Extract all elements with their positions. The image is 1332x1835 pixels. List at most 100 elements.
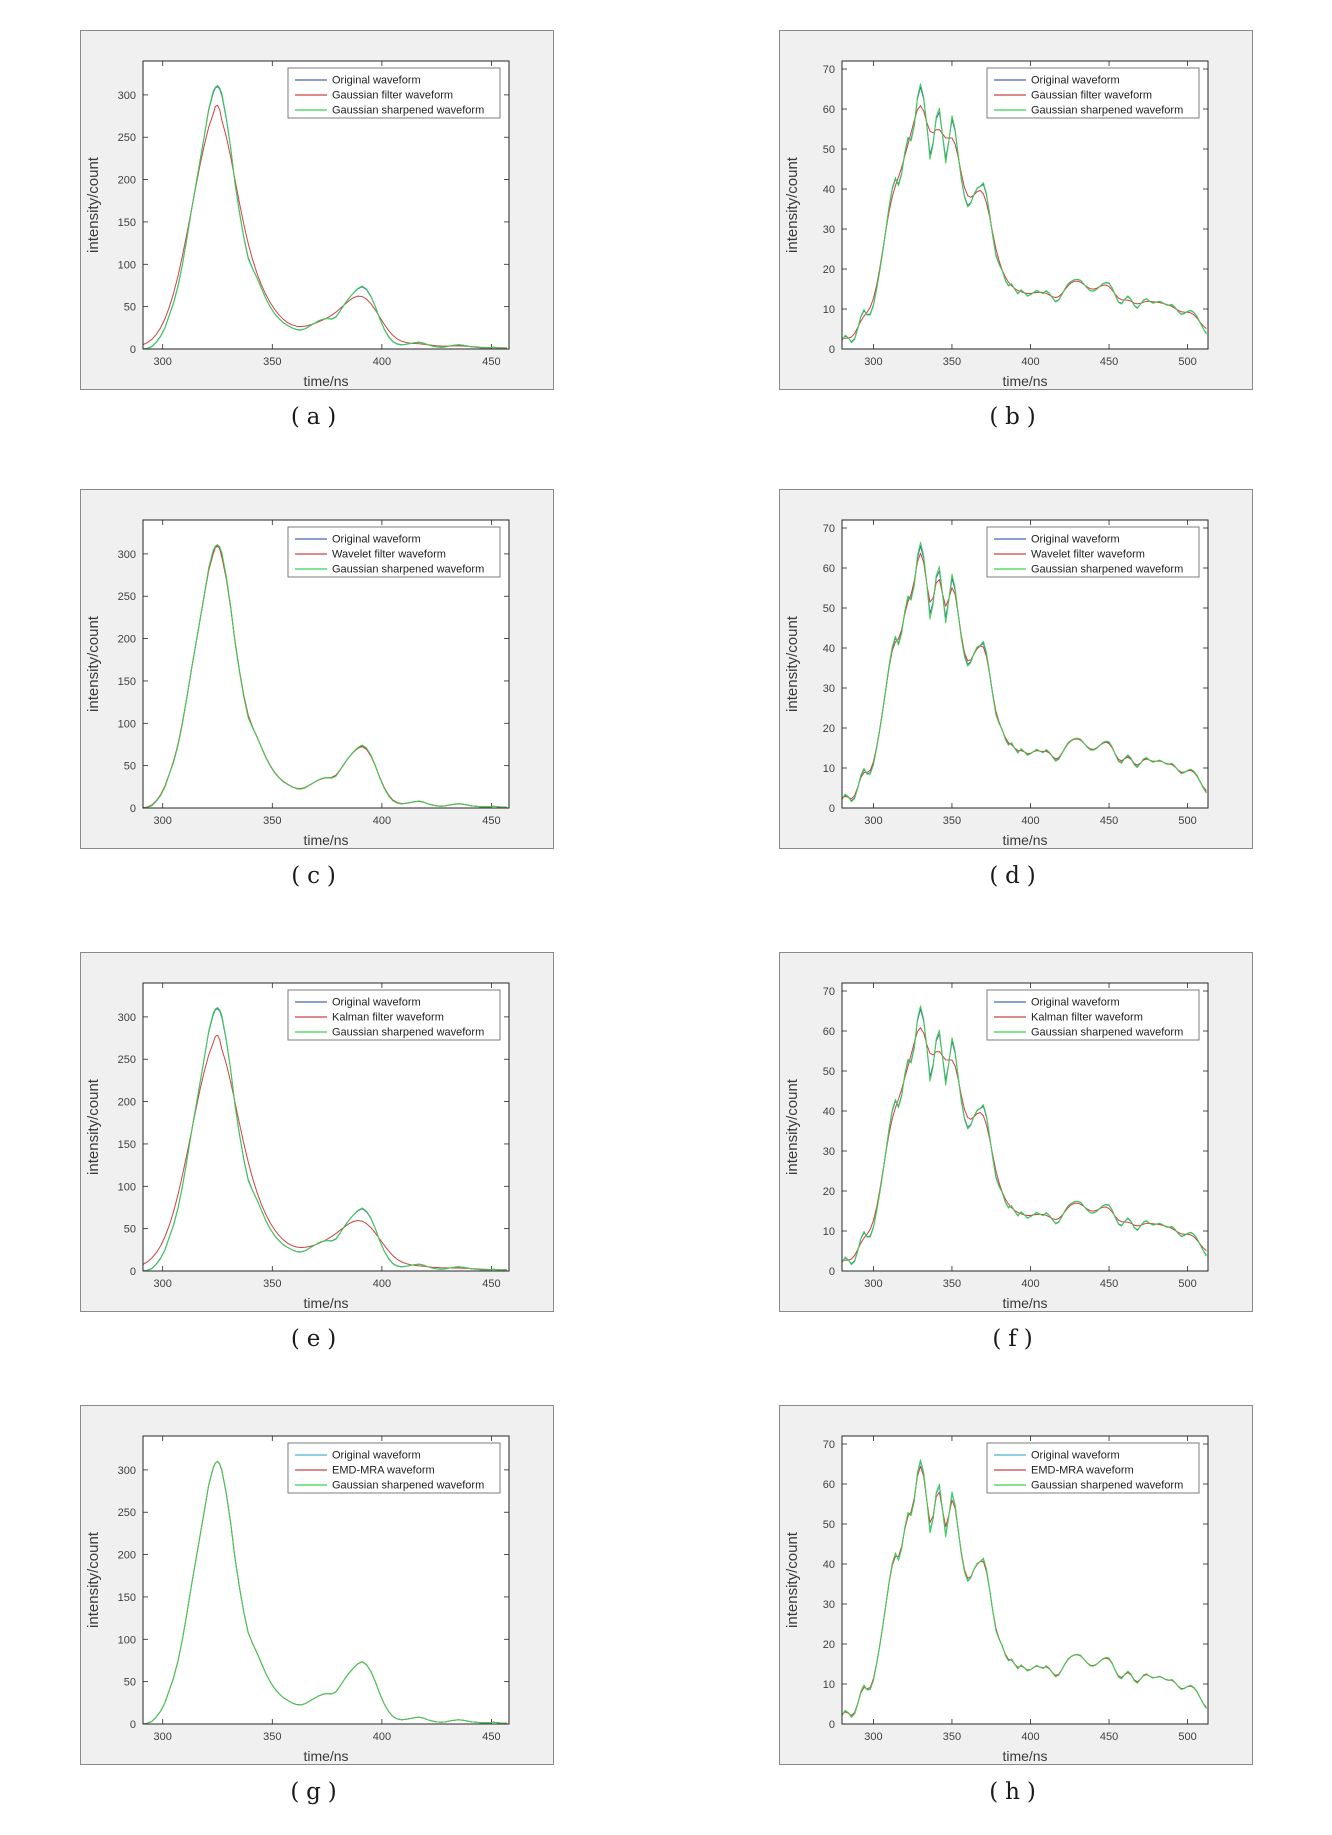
y-tick-label: 150: [118, 1139, 136, 1151]
x-tick-label: 400: [373, 1278, 391, 1290]
curves: [143, 1460, 507, 1724]
legend-label: EMD-MRA waveform: [332, 1465, 435, 1477]
legend-label: Gaussian filter waveform: [332, 90, 453, 102]
x-tick-label: 500: [1178, 1278, 1196, 1290]
y-tick-label: 200: [118, 175, 136, 187]
legend-label: Original waveform: [1031, 534, 1120, 546]
figure-d: 300 350 400 450 500 0 10 20 30 40 50 60 70 time/ns int…: [779, 489, 1253, 889]
chart-e: 300 350 400 450 0 50 100 150 200 250 300 time/ns int…: [85, 982, 510, 1311]
axis-ticks: [143, 983, 509, 1272]
legend-label: Original waveform: [1031, 997, 1120, 1009]
y-tick-label: 0: [130, 803, 136, 815]
tick-labels: 300 350 400 450 0 50 100 150 200 250 300: [118, 1012, 501, 1290]
y-tick-label: 50: [823, 1519, 835, 1531]
legend-label: Gaussian sharpened waveform: [1031, 564, 1183, 576]
y-tick-label: 70: [823, 986, 835, 998]
tick-labels: 300 350 400 450 500 0 10 20 30 40 50 60 70: [823, 64, 1197, 368]
chart-panel-f: 300 350 400 450 500 0 10 20 30 40 50 60 70 time/ns int…: [779, 952, 1253, 1312]
legend-label: Gaussian sharpened waveform: [1031, 1480, 1183, 1492]
caption-h: (h): [989, 1779, 1043, 1805]
curves: [143, 544, 507, 808]
y-tick-label: 60: [823, 1026, 835, 1038]
figure-b: 300 350 400 450 500 0 10 20 30 40 50 60 70 time/ns int…: [779, 30, 1253, 430]
x-tick-label: 350: [943, 815, 961, 827]
caption-c: (c): [291, 863, 343, 889]
x-tick-label: 300: [864, 1278, 882, 1290]
tick-labels: 300 350 400 450 500 0 10 20 30 40 50 60 70: [823, 986, 1197, 1290]
curve-gaussian-sharpened-waveform: [842, 1459, 1207, 1718]
x-tick-label: 300: [154, 356, 172, 368]
y-tick-label: 250: [118, 132, 136, 144]
y-axis-label: intensity/count: [784, 1078, 801, 1175]
y-axis-label: intensity/count: [784, 1531, 801, 1628]
curves: [143, 85, 507, 349]
x-tick-label: 450: [482, 1278, 500, 1290]
x-axis-label: time/ns: [1002, 1295, 1047, 1311]
x-axis-label: time/ns: [1002, 832, 1047, 848]
axis-ticks: [143, 61, 509, 350]
y-tick-label: 70: [823, 523, 835, 535]
x-tick-label: 350: [943, 356, 961, 368]
y-tick-label: 60: [823, 104, 835, 116]
legend: Original waveform Kalman filter waveform G…: [287, 989, 501, 1041]
x-axis-label: time/ns: [303, 832, 348, 848]
y-tick-label: 10: [823, 1679, 835, 1691]
y-tick-label: 250: [118, 1507, 136, 1519]
legend-label: Original waveform: [1031, 75, 1120, 87]
x-axis-label: time/ns: [1002, 373, 1047, 389]
y-tick-label: 50: [823, 144, 835, 156]
y-tick-label: 70: [823, 64, 835, 76]
x-tick-label: 350: [263, 356, 281, 368]
y-tick-label: 0: [829, 344, 835, 356]
legend-label: Original waveform: [332, 1450, 421, 1462]
chart-panel-d: 300 350 400 450 500 0 10 20 30 40 50 60 70 time/ns int…: [779, 489, 1253, 849]
curve-gaussian-sharpened-waveform: [144, 85, 507, 349]
y-tick-label: 30: [823, 1146, 835, 1158]
y-tick-label: 200: [118, 634, 136, 646]
y-tick-label: 300: [118, 549, 136, 561]
tick-labels: 300 350 400 450 0 50 100 150 200 250 300: [118, 90, 501, 368]
x-tick-label: 350: [263, 1731, 281, 1743]
x-tick-label: 400: [1021, 356, 1039, 368]
curves: [143, 1007, 507, 1271]
y-tick-label: 200: [118, 1550, 136, 1562]
x-tick-label: 450: [1100, 815, 1118, 827]
legend-label: Gaussian sharpened waveform: [1031, 1027, 1183, 1039]
tick-labels: 300 350 400 450 500 0 10 20 30 40 50 60 70: [823, 523, 1197, 827]
x-tick-label: 300: [864, 815, 882, 827]
curve-gaussian-sharpened-waveform: [144, 544, 507, 808]
x-axis-label: time/ns: [303, 1748, 348, 1764]
y-tick-label: 60: [823, 1479, 835, 1491]
y-axis-label: intensity/count: [784, 156, 801, 253]
chart-panel-h: 300 350 400 450 500 0 10 20 30 40 50 60 70 time/ns int…: [779, 1405, 1253, 1765]
x-tick-label: 350: [943, 1278, 961, 1290]
y-tick-label: 250: [118, 1054, 136, 1066]
y-tick-label: 20: [823, 723, 835, 735]
y-tick-label: 40: [823, 1559, 835, 1571]
legend-label: Kalman filter waveform: [332, 1012, 444, 1024]
caption-b: (b): [989, 404, 1043, 430]
legend-label: Gaussian sharpened waveform: [332, 564, 484, 576]
chart-panel-a: 300 350 400 450 0 50 100 150 200 250 300 time/ns int…: [80, 30, 554, 390]
chart-h: 300 350 400 450 500 0 10 20 30 40 50 60 70 time/ns int…: [784, 1435, 1209, 1764]
y-tick-label: 50: [823, 603, 835, 615]
curve-gaussian-sharpened-waveform: [842, 83, 1207, 344]
x-tick-label: 400: [373, 356, 391, 368]
y-axis-label: intensity/count: [784, 615, 801, 712]
legend-label: EMD-MRA waveform: [1031, 1465, 1134, 1477]
x-axis-label: time/ns: [1002, 1748, 1047, 1764]
y-tick-label: 150: [118, 676, 136, 688]
y-tick-label: 100: [118, 259, 136, 271]
x-tick-label: 400: [373, 1731, 391, 1743]
x-tick-label: 300: [154, 1731, 172, 1743]
y-tick-label: 300: [118, 1465, 136, 1477]
chart-panel-b: 300 350 400 450 500 0 10 20 30 40 50 60 70 time/ns int…: [779, 30, 1253, 390]
x-tick-label: 450: [482, 815, 500, 827]
y-tick-label: 0: [829, 803, 835, 815]
caption-a: (a): [290, 404, 344, 430]
y-tick-label: 50: [124, 302, 136, 314]
y-axis-label: intensity/count: [85, 1078, 102, 1175]
legend-label: Gaussian sharpened waveform: [332, 1480, 484, 1492]
y-tick-label: 0: [130, 1719, 136, 1731]
